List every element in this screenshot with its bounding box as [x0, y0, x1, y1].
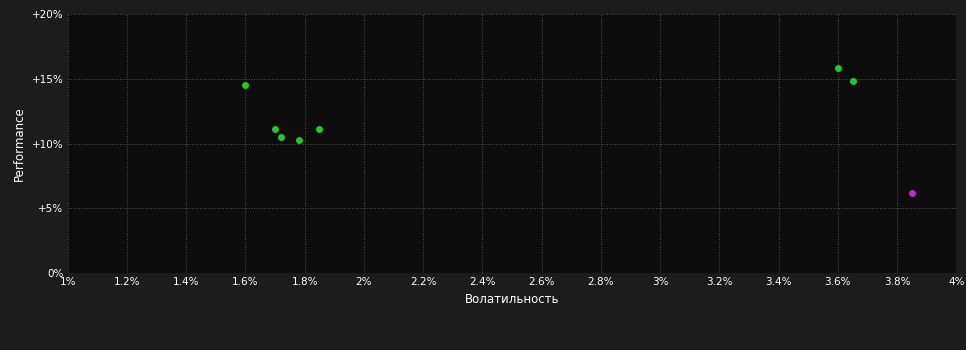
Point [268, 126, 283, 132]
X-axis label: Волатильность: Волатильность [465, 293, 559, 306]
Point [273, 134, 289, 140]
Point [845, 78, 861, 84]
Point [904, 190, 920, 196]
Point [830, 65, 845, 71]
Point [312, 126, 327, 132]
Y-axis label: Performance: Performance [14, 106, 26, 181]
Point [291, 137, 306, 142]
Point [238, 83, 253, 88]
